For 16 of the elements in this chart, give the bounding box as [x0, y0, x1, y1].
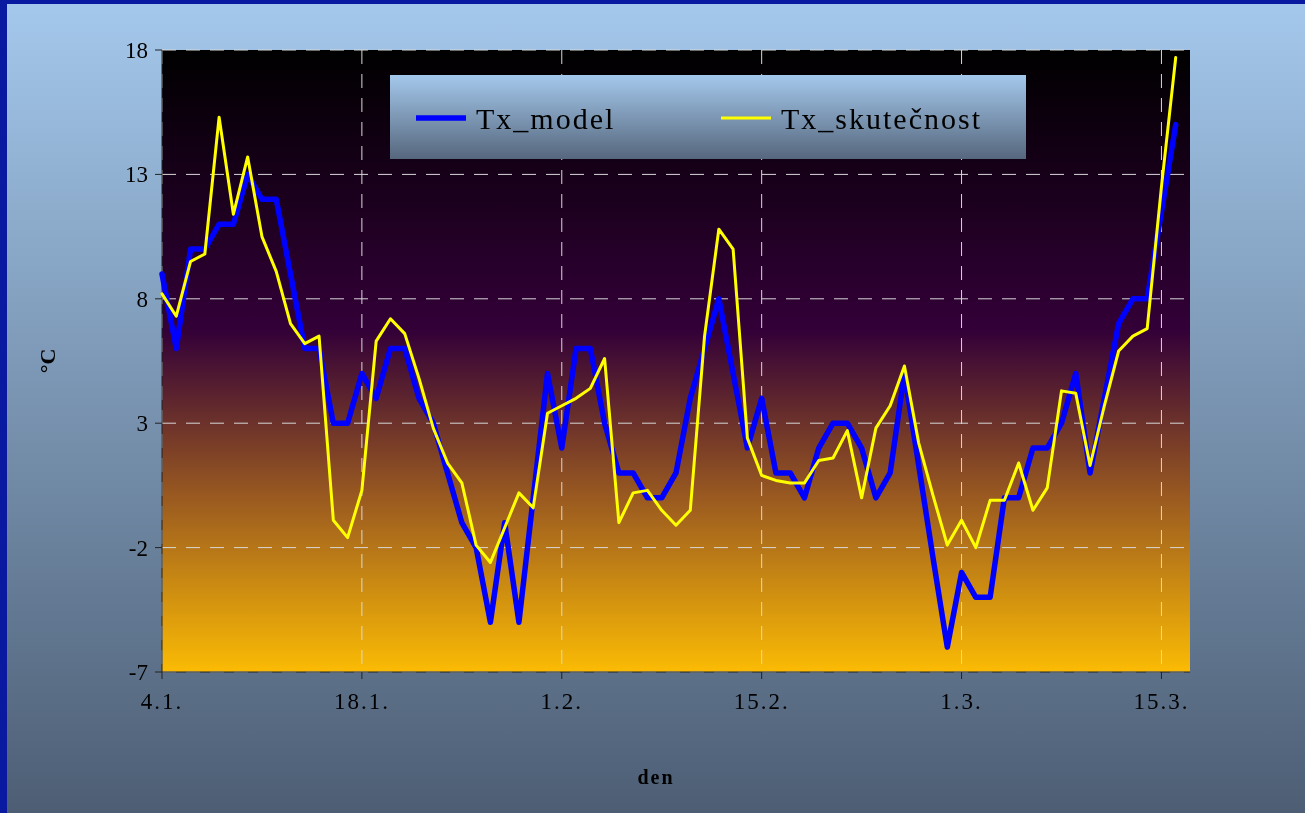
- y-tick-label: 3: [136, 411, 148, 437]
- x-tick-label: 1.3.: [940, 689, 983, 714]
- x-tick-label: 15.3.: [1133, 689, 1190, 714]
- y-tick-label: 18: [125, 38, 148, 64]
- y-tick-label: -7: [128, 660, 148, 686]
- y-tick-label: 8: [136, 286, 148, 312]
- legend-label: Tx_skutečnost: [781, 101, 982, 135]
- x-tick-label: 18.1.: [333, 689, 390, 714]
- y-axis-title: °C: [35, 348, 60, 374]
- x-tick-label: 1.2.: [540, 689, 584, 714]
- y-tick-label: 13: [125, 162, 148, 188]
- y-tick-label: -2: [128, 535, 148, 561]
- x-tick-label: 15.2.: [733, 689, 790, 714]
- legend-label: Tx_model: [476, 101, 616, 135]
- x-tick-label: 4.1.: [140, 689, 184, 714]
- x-axis-title: den: [637, 766, 675, 788]
